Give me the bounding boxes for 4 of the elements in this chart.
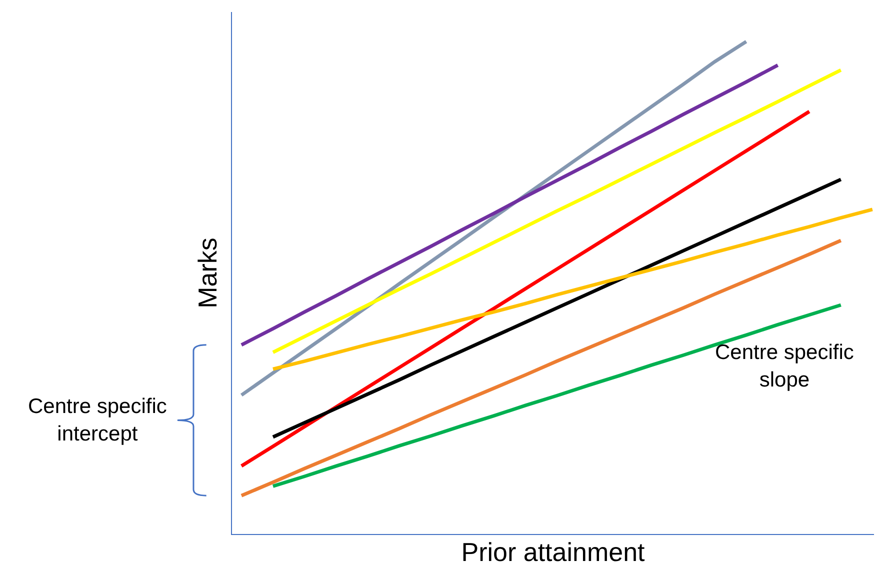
- x-axis-title: Prior attainment: [461, 537, 646, 568]
- annotation: Centre specific slope: [715, 341, 854, 392]
- y-axis-title: Marks: [192, 238, 222, 308]
- text: Centre specific intercept: [28, 395, 167, 446]
